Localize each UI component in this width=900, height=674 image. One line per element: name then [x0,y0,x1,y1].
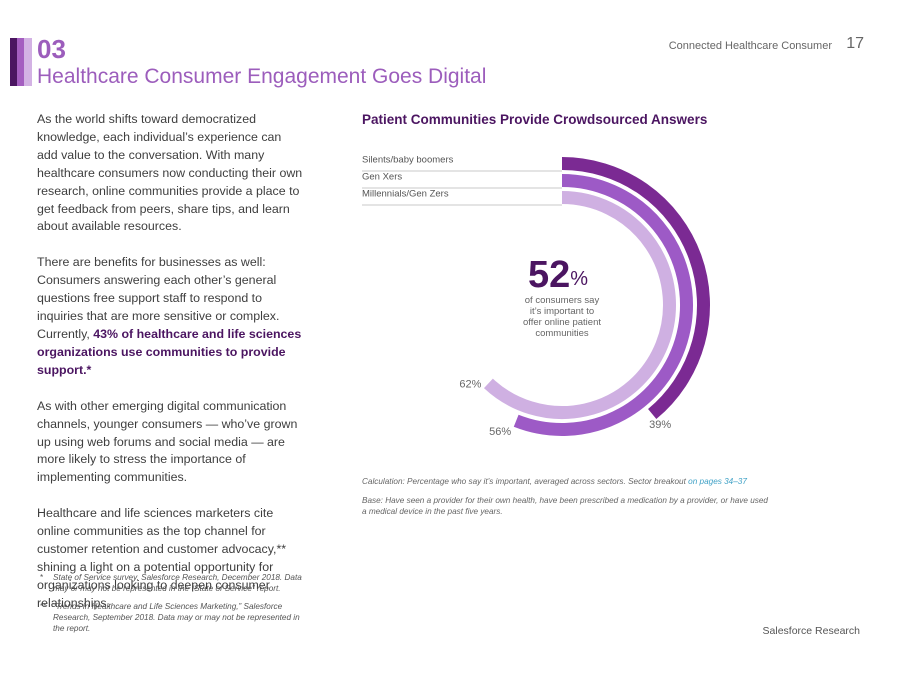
footnote-1-mark: * [40,573,44,582]
calculation-note: Calculation: Percentage who say it’s imp… [362,476,772,487]
accent-bar-light [24,38,32,86]
chart-title: Patient Communities Provide Crowdsourced… [362,112,708,127]
footnote-1-text: State of Service survey, Salesforce Rese… [53,573,302,593]
ring-arc-3 [483,191,676,419]
footnote-2-text: “Trends in Healthcare and Life Sciences … [53,602,300,633]
page-title: Healthcare Consumer Engagement Goes Digi… [37,65,487,88]
value-label-2: 56% [489,426,511,438]
paragraph-2-text: There are benefits for businesses as wel… [37,255,280,341]
paragraph-3: As with other emerging digital communica… [37,398,298,485]
series-label-2: Gen Xers [362,172,402,183]
footnotes: * State of Service survey, Salesforce Re… [37,572,307,641]
accent-bar-dark [10,38,17,86]
body-text: As the world shifts toward democratized … [37,111,303,631]
paragraph-4: Healthcare and life sciences marketers c… [37,506,287,610]
calculation-text: Calculation: Percentage who say it’s imp… [362,477,689,486]
series-label-1: Silents/baby boomers [362,155,454,166]
pages-link[interactable]: on pages 34–37 [688,477,747,486]
running-head: Connected Healthcare Consumer [668,40,832,52]
value-label-3: 62% [459,378,481,390]
footnote-2: ** “Trends in Healthcare and Life Scienc… [37,601,307,634]
center-value: 52% [528,254,588,296]
section-number: 03 [37,34,66,64]
ring-arc-2 [513,174,693,436]
paragraph-2: There are benefits for businesses as wel… [37,254,303,379]
accent-bars [10,38,32,86]
paragraph-2-highlight: 43% of healthcare and life sciences orga… [37,326,302,377]
footnote-2-mark: ** [40,602,47,611]
brand-footer: Salesforce Research [762,625,860,637]
series-label-3: Millennials/Gen Zers [362,189,449,200]
footnote-1: * State of Service survey, Salesforce Re… [37,572,307,594]
value-label-1: 39% [649,419,671,431]
radial-bar-chart: Silents/baby boomers 39% Gen Xers 56% Millen… [362,155,710,438]
base-note: Base: Have seen a provider for their own… [362,496,768,516]
page-number: 17 [846,35,864,52]
chart-notes: Calculation: Percentage who say it’s imp… [362,476,772,525]
center-caption: of consumers say it’s important to offer o… [523,295,601,339]
accent-bar-mid [17,38,24,86]
paragraph-1: As the world shifts toward democratized … [37,112,303,234]
ring-arc-1 [561,157,710,420]
